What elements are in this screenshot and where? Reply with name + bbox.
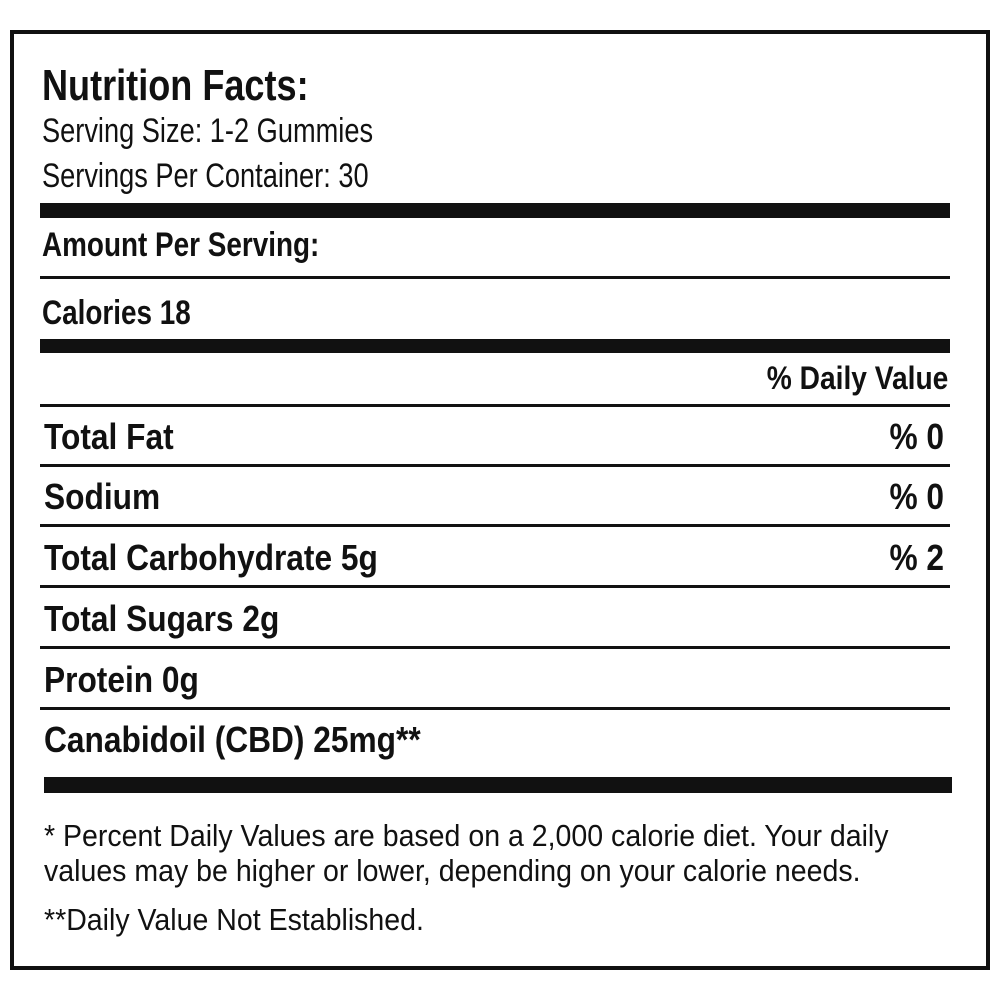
nutrient-row: Total Fat % 0 bbox=[44, 408, 944, 466]
rule bbox=[40, 404, 950, 407]
nutrient-row: Total Carbohydrate 5g % 2 bbox=[44, 529, 944, 587]
nutrient-row: Protein 0g bbox=[44, 651, 944, 709]
thick-rule bbox=[44, 777, 952, 793]
servings-per-container: Servings Per Container: 30 bbox=[42, 157, 369, 195]
rule bbox=[40, 524, 950, 527]
nutrient-row: Total Sugars 2g bbox=[44, 590, 944, 648]
rule bbox=[40, 707, 950, 710]
amount-per-serving: Amount Per Serving: bbox=[42, 226, 320, 264]
footnote: **Daily Value Not Established. bbox=[44, 902, 424, 937]
rule bbox=[40, 276, 950, 279]
nutrient-value: % 2 bbox=[889, 537, 944, 578]
nutrient-value: % 0 bbox=[889, 476, 944, 517]
title: Nutrition Facts: bbox=[42, 61, 309, 110]
serving-size: Serving Size: 1-2 Gummies bbox=[42, 112, 374, 150]
nutrient-label: Total Fat bbox=[44, 416, 174, 457]
nutrient-value: % 0 bbox=[889, 416, 944, 457]
rule bbox=[40, 585, 950, 588]
nutrient-row: Sodium % 0 bbox=[44, 468, 944, 526]
daily-value-header: % Daily Value bbox=[766, 360, 948, 396]
rule bbox=[40, 646, 950, 649]
nutrient-label: Protein 0g bbox=[44, 659, 199, 700]
calories: Calories 18 bbox=[42, 294, 191, 332]
label-frame bbox=[10, 30, 990, 970]
nutrient-label: Canabidoil (CBD) 25mg** bbox=[44, 719, 421, 760]
nutrient-row: Canabidoil (CBD) 25mg** bbox=[44, 711, 944, 769]
rule bbox=[40, 464, 950, 467]
nutrient-label: Sodium bbox=[44, 476, 161, 517]
nutrient-label: Total Carbohydrate 5g bbox=[44, 537, 378, 578]
nutrient-label: Total Sugars 2g bbox=[44, 598, 280, 639]
thick-rule bbox=[40, 339, 950, 353]
footnote: * Percent Daily Values are based on a 2,… bbox=[44, 818, 889, 888]
thick-rule bbox=[40, 203, 950, 218]
